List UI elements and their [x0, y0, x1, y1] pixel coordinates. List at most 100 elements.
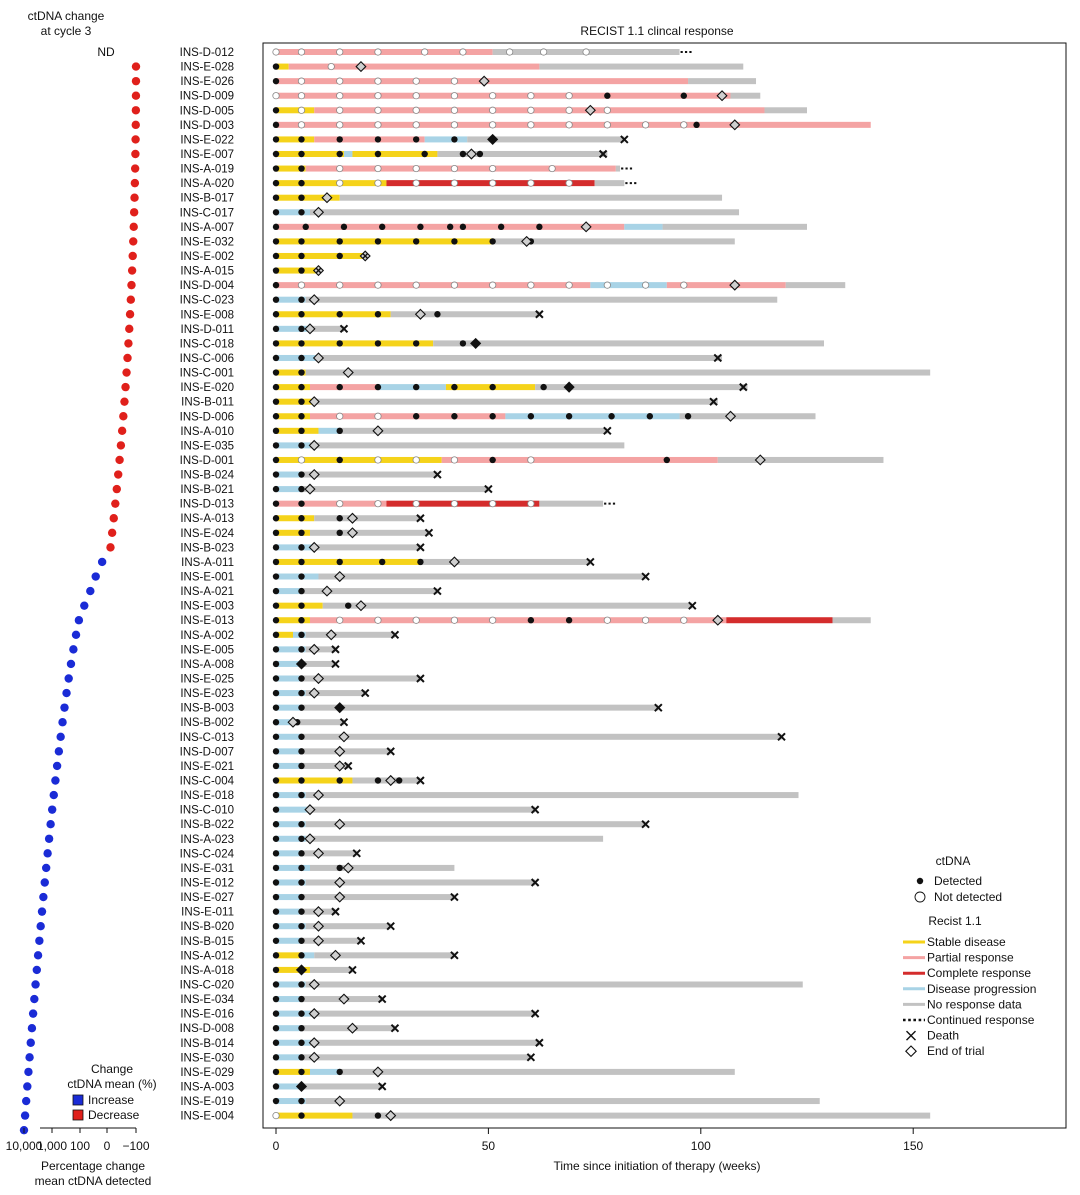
- not-detected-marker: [374, 412, 382, 420]
- detected-marker: [272, 471, 280, 478]
- legend-item-label: No response data: [927, 997, 1022, 1011]
- response-segment: [276, 675, 302, 682]
- detected-marker: [374, 340, 382, 347]
- detected-marker: [345, 602, 352, 609]
- response-segment: [309, 966, 353, 973]
- not-detected-marker: [603, 106, 611, 114]
- left-x-tick-label: −100: [122, 1139, 149, 1153]
- not-detected-marker: [450, 500, 459, 508]
- increase-dot: [43, 849, 52, 858]
- not-detected-marker: [412, 77, 420, 85]
- not-detected-marker: [421, 48, 429, 56]
- increase-dot: [62, 688, 71, 698]
- not-detected-marker: [412, 616, 420, 624]
- patient-label: INS-A-020: [180, 178, 234, 190]
- response-segment: [276, 49, 493, 55]
- response-segment: [386, 500, 540, 507]
- response-segment: [305, 821, 646, 828]
- plot-frame: [262, 42, 1067, 1129]
- response-segment: [717, 456, 884, 463]
- increase-dot: [23, 1082, 32, 1091]
- death-marker: [362, 252, 369, 259]
- end-of-trial-marker: [334, 1095, 346, 1107]
- response-segment: [276, 966, 310, 973]
- decrease-dot: [126, 295, 136, 304]
- decrease-dot: [129, 237, 138, 246]
- increase-dot: [28, 1009, 38, 1018]
- end-of-trial-marker: [342, 862, 354, 874]
- legend-end-of-trial-icon: [905, 1045, 917, 1058]
- patient-label: INS-C-018: [180, 338, 234, 350]
- patient-label: INS-A-013: [180, 513, 234, 525]
- x-tick-label: 50: [482, 1139, 496, 1153]
- recist-legend: ctDNA Detected Not detected Recist 1.1 Stabl…: [903, 854, 1036, 1058]
- detected-marker: [298, 267, 305, 274]
- detected-marker: [272, 689, 280, 697]
- response-segment: [276, 1098, 306, 1105]
- decrease-dot: [130, 178, 140, 188]
- detected-marker: [298, 748, 305, 755]
- response-segment: [276, 398, 315, 405]
- increase-dot: [49, 790, 58, 800]
- response-segment: [276, 690, 306, 697]
- detected-marker: [489, 238, 496, 245]
- not-detected-marker: [527, 456, 535, 464]
- not-detected-marker: [527, 121, 535, 129]
- patient-label: INS-E-025: [180, 674, 234, 686]
- detected-marker: [272, 864, 280, 872]
- patient-label: INS-D-001: [180, 455, 234, 467]
- end-of-trial-marker: [355, 600, 367, 612]
- left-xlabel-line-1: Percentage change: [41, 1159, 145, 1173]
- legend-not-detected-label: Not detected: [934, 890, 1002, 904]
- death-marker: [709, 397, 718, 406]
- response-segment: [305, 1098, 820, 1105]
- response-segment: [539, 63, 744, 70]
- legend-item-label: End of trial: [927, 1044, 984, 1058]
- response-segment: [276, 340, 434, 347]
- end-of-trial-marker: [372, 1066, 384, 1078]
- response-segment: [276, 762, 302, 769]
- response-segment: [679, 413, 816, 420]
- patient-label: INS-D-003: [180, 120, 234, 132]
- detected-marker: [604, 92, 611, 99]
- response-segment: [276, 617, 310, 624]
- response-segment: [276, 660, 302, 667]
- detected-marker: [272, 281, 280, 289]
- end-of-trial-marker: [308, 687, 320, 699]
- increase-dot: [27, 1023, 37, 1033]
- detected-marker: [298, 646, 305, 653]
- patient-label: INS-B-003: [180, 703, 234, 715]
- detected-marker: [272, 835, 280, 842]
- not-detected-marker: [412, 456, 420, 464]
- response-segment: [276, 165, 306, 172]
- detected-marker: [272, 748, 280, 755]
- response-segment: [377, 384, 446, 391]
- death-marker: [433, 586, 442, 596]
- response-segment: [276, 92, 731, 99]
- patient-label: INS-A-007: [180, 222, 234, 234]
- decrease-dot: [112, 484, 121, 494]
- response-segment: [467, 136, 625, 143]
- death-marker: [484, 484, 493, 494]
- response-segment: [276, 996, 302, 1003]
- end-of-trial-marker: [385, 1110, 397, 1122]
- not-detected-marker: [412, 92, 420, 100]
- detected-marker: [336, 456, 343, 464]
- detected-marker: [489, 383, 496, 391]
- death-marker: [339, 718, 349, 727]
- death-marker: [377, 994, 387, 1004]
- detected-marker: [565, 617, 573, 624]
- not-detected-marker: [297, 456, 306, 464]
- response-segment: [305, 879, 536, 886]
- detected-marker: [527, 413, 535, 420]
- detected-marker: [302, 223, 309, 231]
- end-of-trial-marker: [724, 410, 737, 422]
- response-segment: [314, 107, 765, 114]
- detected-marker: [298, 1097, 305, 1105]
- response-segment: [437, 150, 608, 157]
- response-segment: [276, 1039, 310, 1046]
- patient-label: INS-A-015: [180, 266, 234, 278]
- detected-marker: [336, 311, 343, 318]
- patient-label: INS-D-011: [181, 324, 234, 336]
- detected-marker: [298, 893, 305, 901]
